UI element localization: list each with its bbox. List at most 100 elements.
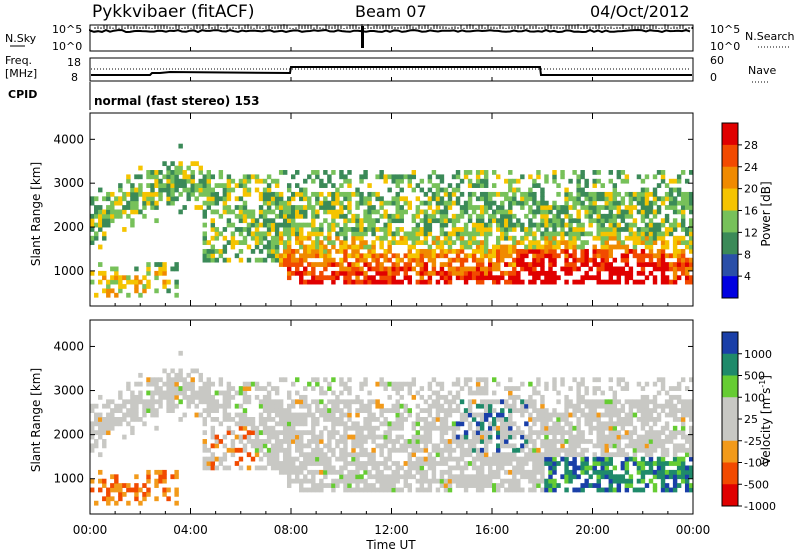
velocity-cell bbox=[303, 430, 308, 436]
power-cell bbox=[387, 266, 392, 272]
velocity-cell bbox=[343, 461, 348, 466]
power-cell bbox=[431, 218, 437, 224]
power-cell bbox=[126, 292, 131, 298]
power-cell bbox=[214, 196, 220, 202]
velocity-cell bbox=[299, 452, 304, 458]
power-cell bbox=[379, 196, 384, 202]
power-cell bbox=[688, 248, 694, 254]
velocity-cell bbox=[387, 439, 392, 444]
power-cell bbox=[291, 227, 296, 232]
power-cell bbox=[459, 227, 465, 232]
power-cell bbox=[500, 235, 505, 241]
velocity-cell bbox=[500, 465, 505, 471]
velocity-cell bbox=[688, 399, 694, 405]
velocity-cell bbox=[359, 447, 364, 453]
power-cell bbox=[194, 205, 199, 210]
velocity-cell bbox=[496, 474, 501, 480]
velocity-cell bbox=[319, 386, 324, 391]
power-cell bbox=[399, 218, 404, 224]
power-cell bbox=[170, 200, 175, 206]
velocity-cell bbox=[560, 447, 565, 453]
velocity-cell bbox=[166, 394, 171, 400]
velocity-cell bbox=[210, 408, 216, 413]
power-cell bbox=[343, 244, 348, 250]
power-cell bbox=[226, 174, 232, 180]
power-cell bbox=[150, 187, 155, 193]
power-cell bbox=[479, 191, 485, 197]
power-cell bbox=[560, 174, 565, 180]
velocity-cell bbox=[347, 474, 352, 480]
power-cell bbox=[295, 235, 300, 241]
velocity-cell bbox=[423, 447, 429, 453]
velocity-cell bbox=[536, 483, 541, 488]
power-cell bbox=[403, 231, 408, 237]
velocity-cell bbox=[383, 461, 388, 466]
power-cell bbox=[403, 266, 408, 272]
power-cell bbox=[403, 262, 408, 267]
power-cell bbox=[238, 183, 244, 188]
velocity-cell bbox=[110, 421, 115, 427]
power-cell bbox=[202, 183, 207, 188]
power-cell bbox=[343, 270, 348, 276]
power-cell bbox=[632, 218, 638, 224]
power-cell bbox=[628, 200, 634, 206]
power-cell bbox=[564, 213, 569, 219]
power-cell bbox=[459, 191, 465, 197]
velocity-cell bbox=[528, 434, 533, 440]
power-cell bbox=[608, 213, 613, 219]
velocity-cell bbox=[487, 408, 493, 413]
power-cell bbox=[552, 231, 557, 237]
power-cell bbox=[210, 257, 216, 263]
velocity-cell bbox=[608, 403, 613, 409]
power-cell bbox=[331, 240, 336, 245]
velocity-cell bbox=[492, 425, 497, 431]
velocity-cell bbox=[672, 434, 678, 440]
velocity-cell bbox=[684, 474, 690, 480]
velocity-cell bbox=[299, 417, 304, 422]
power-cell bbox=[680, 253, 686, 259]
velocity-cell bbox=[640, 408, 646, 413]
velocity-cell bbox=[512, 408, 517, 413]
velocity-cell bbox=[636, 439, 642, 444]
power-cell bbox=[391, 253, 396, 259]
power-cell bbox=[475, 248, 481, 254]
power-cell bbox=[580, 275, 585, 281]
power-cell bbox=[596, 235, 601, 241]
velocity-cell bbox=[580, 408, 585, 413]
velocity-cell bbox=[427, 386, 433, 391]
x-tick-label: 16:00 bbox=[475, 523, 510, 537]
velocity-cell bbox=[483, 456, 489, 462]
power-cell bbox=[319, 183, 324, 188]
power-cell bbox=[492, 262, 497, 267]
velocity-cell bbox=[588, 483, 593, 488]
velocity-cell bbox=[194, 390, 199, 396]
velocity-cell bbox=[483, 461, 489, 466]
power-cell bbox=[383, 253, 388, 259]
velocity-cell bbox=[540, 469, 545, 475]
power-cell bbox=[266, 253, 272, 259]
power-cell bbox=[335, 262, 340, 267]
power-cell bbox=[576, 227, 581, 232]
velocity-cell bbox=[383, 386, 388, 391]
power-cell bbox=[266, 248, 272, 254]
power-cell bbox=[612, 270, 618, 276]
power-cell bbox=[118, 284, 123, 289]
power-cell bbox=[548, 253, 553, 259]
power-cell bbox=[286, 248, 292, 254]
velocity-cell bbox=[226, 394, 232, 400]
power-cell bbox=[604, 240, 609, 245]
velocity-cell bbox=[307, 478, 312, 484]
power-cell bbox=[106, 213, 111, 219]
power-cell bbox=[672, 222, 678, 228]
power-cell bbox=[479, 178, 485, 184]
power-cell bbox=[564, 253, 569, 259]
power-cell bbox=[608, 231, 613, 237]
velocity-cell bbox=[90, 408, 95, 413]
power-cell bbox=[347, 253, 352, 259]
power-cell bbox=[632, 244, 638, 250]
power-cell bbox=[451, 218, 457, 224]
velocity-cell bbox=[106, 417, 111, 422]
power-cell bbox=[475, 262, 481, 267]
power-cell bbox=[367, 183, 372, 188]
power-cell bbox=[174, 174, 179, 180]
